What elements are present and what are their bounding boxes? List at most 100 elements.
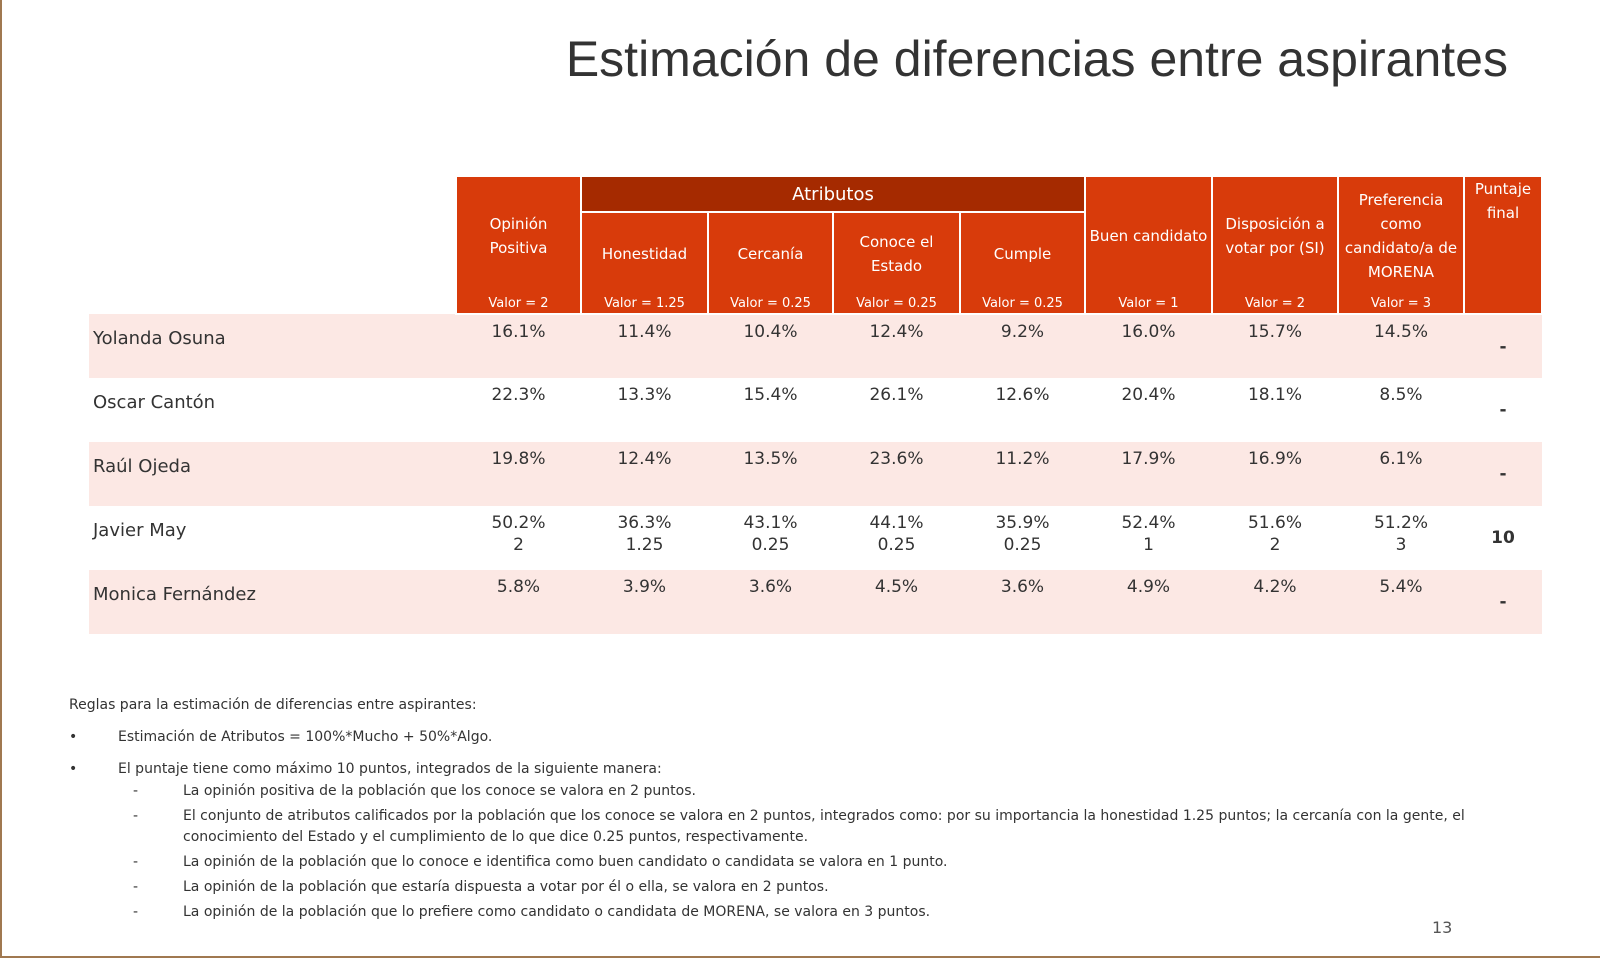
cell-value: 8.5% bbox=[1379, 385, 1423, 405]
header-content: Cercanía Valor = 0.25 bbox=[709, 213, 832, 313]
table-cell: 44.1% 0.25 bbox=[833, 506, 960, 570]
table-cell: 5.4% bbox=[1338, 570, 1464, 634]
table-cell: 12.4% bbox=[833, 314, 960, 378]
cell-value: 10.4% bbox=[743, 322, 798, 342]
table-cell: 36.3% 1.25 bbox=[581, 506, 708, 570]
cell-value: 50.2% bbox=[491, 513, 546, 533]
table-cell: 4.9% bbox=[1085, 570, 1212, 634]
cell-value: 16.1% bbox=[491, 322, 546, 342]
header-weight: Valor = 1 bbox=[1118, 296, 1179, 311]
table-cell: 15.7% bbox=[1212, 314, 1338, 378]
table-row: Oscar Cantón 22.3% 13.3% 15.4% 26.1% 12.6% 20.… bbox=[89, 378, 1542, 442]
cell-value: 9.2% bbox=[1000, 322, 1045, 342]
column-header: Disposición a votar por (SI) Valor = 2 bbox=[1211, 175, 1339, 315]
header-content: Cumple Valor = 0.25 bbox=[961, 213, 1084, 313]
table-cell: 19.8% bbox=[456, 442, 581, 506]
table-cell: 12.6% bbox=[960, 378, 1085, 442]
cell-value: 16.0% bbox=[1121, 322, 1176, 342]
sub-item: La opinión de la población que estaría d… bbox=[69, 877, 1519, 898]
final-score: - bbox=[1464, 442, 1542, 506]
header-content: Buen candidato Valor = 1 bbox=[1086, 177, 1211, 313]
cell-points: 2 bbox=[1269, 535, 1281, 555]
table-row: Raúl Ojeda 19.8% 12.4% 13.5% 23.6% 11.2% 17.9%… bbox=[89, 442, 1542, 506]
header-label: Conoce el Estado bbox=[859, 233, 934, 275]
cell-value: 3.6% bbox=[1000, 577, 1045, 597]
column-header: Buen candidato Valor = 1 bbox=[1084, 175, 1213, 315]
header-weight: Valor = 3 bbox=[1370, 296, 1432, 311]
group-header: Atributos bbox=[580, 175, 1086, 213]
notes-heading: Reglas para la estimación de diferencias… bbox=[69, 697, 477, 713]
cell-points: 0.25 bbox=[1003, 535, 1042, 555]
table-cell: 50.2% 2 bbox=[456, 506, 581, 570]
table-cell: 3.6% bbox=[708, 570, 833, 634]
table-cell: 12.4% bbox=[581, 442, 708, 506]
header-label: Buen candidato bbox=[1089, 227, 1208, 245]
cell-points: 0.25 bbox=[751, 535, 790, 555]
header-content: Conoce el Estado Valor = 0.25 bbox=[834, 213, 959, 313]
table-cell: 18.1% bbox=[1212, 378, 1338, 442]
header-label: Puntaje final bbox=[1474, 180, 1532, 222]
table-cell: 16.9% bbox=[1212, 442, 1338, 506]
table-cell: 11.2% bbox=[960, 442, 1085, 506]
table-cell: 4.2% bbox=[1212, 570, 1338, 634]
header-content: Preferencia como candidato/a de MORENA Va… bbox=[1339, 177, 1463, 313]
table-cell: 51.6% 2 bbox=[1212, 506, 1338, 570]
column-header: Puntaje final bbox=[1463, 175, 1543, 315]
cell-value: 13.5% bbox=[743, 449, 798, 469]
table-cell: 20.4% bbox=[1085, 378, 1212, 442]
table-cell: 35.9% 0.25 bbox=[960, 506, 1085, 570]
cell-points: 3 bbox=[1395, 535, 1407, 555]
table-cell: 52.4% 1 bbox=[1085, 506, 1212, 570]
cell-value: 5.4% bbox=[1379, 577, 1423, 597]
cell-value: 11.2% bbox=[995, 449, 1050, 469]
sub-item: La opinión de la población que lo prefie… bbox=[69, 902, 1519, 923]
cell-value: 18.1% bbox=[1247, 385, 1302, 405]
final-score: - bbox=[1464, 570, 1542, 634]
final-score: - bbox=[1464, 314, 1542, 378]
bullet: El puntaje tiene como máximo 10 puntos, … bbox=[69, 761, 1519, 777]
sub-item: La opinión de la población que lo conoce… bbox=[69, 852, 1519, 873]
table-row: Javier May 50.2% 2 36.3% 1.25 43.1% 0.25 44.1% 0… bbox=[89, 506, 1542, 570]
table-cell: 16.1% bbox=[456, 314, 581, 378]
header-content: Disposición a votar por (SI) Valor = 2 bbox=[1213, 177, 1337, 313]
cell-value: 15.4% bbox=[743, 385, 798, 405]
cell-value: 43.1% bbox=[743, 513, 798, 533]
cell-value: 11.4% bbox=[617, 322, 672, 342]
header-label: Opinión Positiva bbox=[489, 215, 548, 257]
header-content: Opinión Positiva Valor = 2 bbox=[457, 177, 580, 313]
notes: Reglas para la estimación de diferencias… bbox=[69, 697, 1519, 923]
header-label: Honestidad bbox=[601, 245, 688, 263]
table-row: Monica Fernández 5.8% 3.9% 3.6% 4.5% 3.6% 4.9%… bbox=[89, 570, 1542, 634]
candidate-name: Yolanda Osuna bbox=[89, 314, 456, 378]
header-label: Disposición a votar por (SI) bbox=[1225, 215, 1325, 257]
cell-value: 3.9% bbox=[622, 577, 667, 597]
header-label: Cumple bbox=[993, 245, 1052, 263]
table-cell: 43.1% 0.25 bbox=[708, 506, 833, 570]
header-content: Puntaje final bbox=[1465, 177, 1541, 225]
table-cell: 14.5% bbox=[1338, 314, 1464, 378]
header-weight: Valor = 2 bbox=[1244, 296, 1306, 311]
table-cell: 13.5% bbox=[708, 442, 833, 506]
cell-points: 1.25 bbox=[625, 535, 664, 555]
table-cell: 6.1% bbox=[1338, 442, 1464, 506]
column-header: Opinión Positiva Valor = 2 bbox=[455, 175, 582, 315]
header-label: Cercanía bbox=[737, 245, 804, 263]
table-cell: 8.5% bbox=[1338, 378, 1464, 442]
cell-value: 22.3% bbox=[491, 385, 546, 405]
cell-points: 1 bbox=[1143, 535, 1154, 555]
table-cell: 11.4% bbox=[581, 314, 708, 378]
cell-value: 4.9% bbox=[1126, 577, 1171, 597]
final-score: 10 bbox=[1491, 528, 1515, 548]
candidate-name: Oscar Cantón bbox=[93, 392, 216, 413]
table-cell: 10.4% bbox=[708, 314, 833, 378]
candidate-name: Monica Fernández bbox=[89, 570, 456, 634]
final-score: - bbox=[1499, 400, 1507, 420]
header-weight: Valor = 0.25 bbox=[730, 296, 811, 311]
cell-value: 20.4% bbox=[1121, 385, 1176, 405]
header-label: Preferencia como candidato/a de MORENA bbox=[1344, 191, 1458, 281]
table-cell: 51.2% 3 bbox=[1338, 506, 1464, 570]
table-cell: 3.9% bbox=[581, 570, 708, 634]
cell-value: 15.7% bbox=[1247, 322, 1302, 342]
cell-points: 0.25 bbox=[877, 535, 916, 555]
column-header: Honestidad Valor = 1.25 bbox=[580, 211, 709, 315]
